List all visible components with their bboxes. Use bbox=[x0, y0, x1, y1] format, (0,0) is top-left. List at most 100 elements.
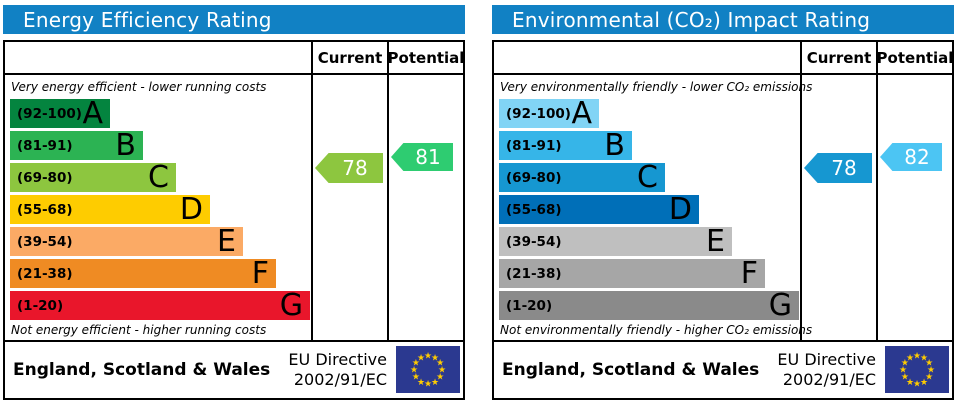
svg-text:★: ★ bbox=[913, 380, 921, 390]
svg-text:★: ★ bbox=[927, 366, 935, 376]
band-a: (92-100) A bbox=[10, 95, 110, 131]
svg-text:★: ★ bbox=[901, 373, 909, 383]
band-range-label: (92-100) bbox=[506, 105, 571, 122]
svg-text:★: ★ bbox=[901, 359, 909, 369]
svg-text:★: ★ bbox=[417, 378, 425, 388]
current-column-header: Current bbox=[806, 48, 872, 67]
band-grade-letter: E bbox=[706, 223, 725, 259]
rating-chart: Current Potential Very energy efficient … bbox=[3, 40, 465, 400]
band-grade-letter: C bbox=[148, 159, 169, 195]
band-e: (39-54) E bbox=[499, 223, 732, 259]
svg-text:★: ★ bbox=[925, 373, 933, 383]
current-rating-arrow: 78 bbox=[315, 153, 383, 183]
environmental-impact-panel: Environmental (CO₂) Impact Rating Curren… bbox=[492, 5, 954, 400]
panel-title-bar: Energy Efficiency Rating bbox=[3, 5, 465, 34]
band-range-label: (21-38) bbox=[506, 265, 562, 282]
svg-text:★: ★ bbox=[906, 354, 914, 364]
header-row-divider bbox=[5, 73, 463, 75]
band-grade-letter: A bbox=[571, 95, 592, 131]
band-range-label: (21-38) bbox=[17, 265, 73, 282]
band-grade-letter: D bbox=[179, 191, 203, 227]
band-grade-letter: B bbox=[115, 127, 136, 163]
band-grade-letter: A bbox=[82, 95, 103, 131]
band-g: (1-20) G bbox=[10, 287, 310, 323]
current-rating-value: 78 bbox=[342, 156, 368, 180]
band-c: (69-80) C bbox=[10, 159, 176, 195]
svg-text:★: ★ bbox=[412, 373, 420, 383]
band-d: (55-68) D bbox=[10, 191, 210, 227]
band-range-label: (55-68) bbox=[17, 201, 73, 218]
potential-rating-value: 81 bbox=[415, 145, 441, 169]
eu-flag-stars: ★★★★★★★★★★★★ bbox=[899, 352, 935, 390]
bottom-caption: Not environmentally friendly - higher CO… bbox=[500, 323, 813, 337]
band-b: (81-91) B bbox=[499, 130, 632, 160]
column-divider bbox=[387, 42, 389, 340]
svg-text:★: ★ bbox=[424, 352, 432, 362]
region-label: England, Scotland & Wales bbox=[13, 360, 271, 380]
band-range-label: (39-54) bbox=[506, 233, 562, 250]
svg-text:★: ★ bbox=[417, 354, 425, 364]
rating-chart: Current Potential Very environmentally f… bbox=[492, 40, 954, 400]
footer-row-divider bbox=[494, 340, 952, 342]
band-f: (21-38) F bbox=[499, 255, 765, 291]
svg-text:★: ★ bbox=[906, 378, 914, 388]
band-f: (21-38) F bbox=[10, 255, 276, 291]
band-range-label: (39-54) bbox=[17, 233, 73, 250]
potential-rating-arrow: 82 bbox=[880, 143, 942, 171]
band-grade-letter: G bbox=[279, 287, 303, 323]
svg-text:★: ★ bbox=[412, 359, 420, 369]
svg-text:★: ★ bbox=[436, 373, 444, 383]
band-range-label: (92-100) bbox=[17, 105, 82, 122]
svg-text:★: ★ bbox=[424, 380, 432, 390]
band-range-label: (81-91) bbox=[506, 137, 562, 154]
band-c: (69-80) C bbox=[499, 159, 665, 195]
band-d: (55-68) D bbox=[499, 191, 699, 227]
eu-flag-icon: ★ ★ ★ ★ ★ ★ ★ ★ ★ ★ ★ ★ bbox=[885, 346, 949, 393]
top-caption: Very environmentally friendly - lower CO… bbox=[500, 80, 813, 94]
svg-text:★: ★ bbox=[431, 354, 439, 364]
panel-footer: England, Scotland & Wales EU Directive 2… bbox=[494, 342, 952, 398]
svg-text:★: ★ bbox=[920, 378, 928, 388]
band-grade-letter: C bbox=[637, 159, 658, 195]
eu-directive-line1: EU Directive bbox=[288, 350, 387, 369]
panel-footer: England, Scotland & Wales EU Directive 2… bbox=[5, 342, 463, 398]
energy-efficiency-panel: Energy Efficiency Rating Current Potenti… bbox=[3, 5, 465, 400]
eu-directive-line1: EU Directive bbox=[777, 350, 876, 369]
band-range-label: (1-20) bbox=[17, 297, 64, 314]
svg-text:★: ★ bbox=[899, 366, 907, 376]
svg-text:★: ★ bbox=[431, 378, 439, 388]
band-grade-letter: G bbox=[768, 287, 792, 323]
column-divider bbox=[311, 42, 313, 340]
svg-text:★: ★ bbox=[913, 352, 921, 362]
band-e: (39-54) E bbox=[10, 223, 243, 259]
current-column-header: Current bbox=[317, 48, 383, 67]
band-grade-letter: D bbox=[668, 191, 692, 227]
potential-rating-arrow: 81 bbox=[391, 143, 453, 171]
eu-directive-label: EU Directive 2002/91/EC bbox=[777, 350, 876, 390]
column-divider bbox=[876, 42, 878, 340]
svg-text:★: ★ bbox=[410, 366, 418, 376]
panel-title: Energy Efficiency Rating bbox=[23, 7, 272, 32]
eu-flag-icon: ★ ★ ★ ★ ★ ★ ★ ★ ★ ★ ★ ★ bbox=[396, 346, 460, 393]
eu-directive-line2: 2002/91/EC bbox=[782, 370, 876, 389]
band-g: (1-20) G bbox=[499, 287, 799, 323]
band-range-label: (1-20) bbox=[506, 297, 553, 314]
potential-column-header: Potential bbox=[387, 48, 465, 67]
svg-text:★: ★ bbox=[438, 366, 446, 376]
current-rating-value: 78 bbox=[831, 156, 857, 180]
band-range-label: (55-68) bbox=[506, 201, 562, 218]
band-range-label: (69-80) bbox=[17, 169, 73, 186]
panel-title-bar: Environmental (CO₂) Impact Rating bbox=[492, 5, 954, 34]
band-range-label: (81-91) bbox=[17, 137, 73, 154]
band-range-label: (69-80) bbox=[506, 169, 562, 186]
svg-text:★: ★ bbox=[920, 354, 928, 364]
potential-rating-value: 82 bbox=[904, 145, 930, 169]
eu-directive-line2: 2002/91/EC bbox=[293, 370, 387, 389]
column-divider bbox=[800, 42, 802, 340]
band-grade-letter: F bbox=[740, 255, 758, 291]
svg-text:★: ★ bbox=[436, 359, 444, 369]
header-row-divider bbox=[494, 73, 952, 75]
bottom-caption: Not energy efficient - higher running co… bbox=[11, 323, 267, 337]
band-grade-letter: F bbox=[251, 255, 269, 291]
band-grade-letter: E bbox=[217, 223, 236, 259]
